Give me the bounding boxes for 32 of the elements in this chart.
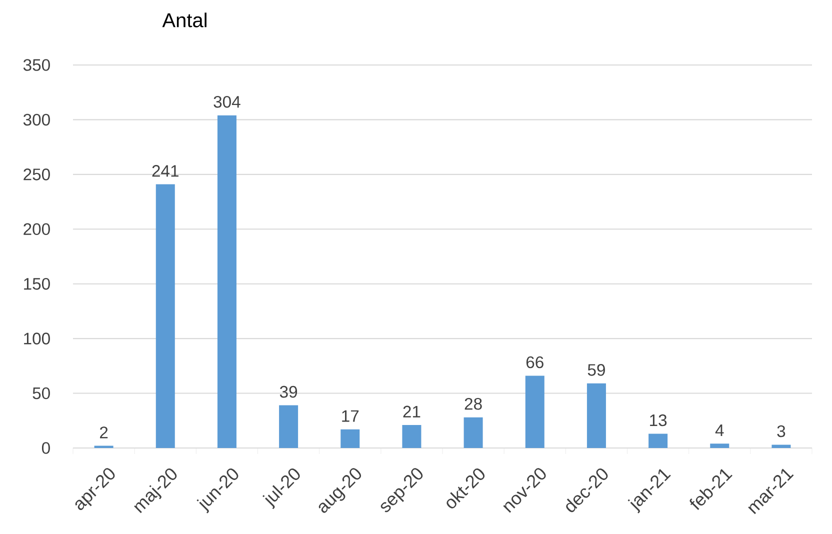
y-tick-label: 50 — [32, 387, 50, 400]
data-label: 66 — [526, 356, 544, 368]
y-tick-label: 250 — [24, 168, 50, 180]
bar — [772, 444, 791, 448]
y-tick-label: 100 — [24, 332, 50, 344]
chart-title: Antal — [162, 12, 206, 28]
y-tick-label: 350 — [23, 59, 50, 71]
bar — [402, 425, 422, 448]
data-label: 39 — [280, 386, 298, 398]
data-label: 59 — [588, 364, 605, 376]
data-label: 2 — [100, 426, 108, 438]
data-label: 241 — [152, 165, 178, 177]
data-label: 13 — [650, 414, 667, 426]
bar — [340, 429, 360, 448]
bar — [156, 184, 175, 448]
data-label: 21 — [403, 406, 420, 418]
bar — [710, 444, 730, 448]
data-label: 28 — [464, 398, 482, 410]
y-tick-label: 200 — [24, 223, 50, 236]
bar — [279, 405, 298, 448]
data-label: 4 — [715, 424, 724, 436]
data-label: 17 — [342, 410, 359, 422]
bar — [217, 115, 236, 448]
y-tick-label: 150 — [24, 278, 50, 290]
data-label: 3 — [777, 425, 786, 438]
y-tick-label: 0 — [42, 442, 50, 454]
data-label: 304 — [214, 96, 240, 108]
bar — [525, 376, 544, 448]
bar — [464, 417, 483, 448]
bar — [586, 383, 606, 448]
y-tick-label: 300 — [23, 114, 50, 126]
bar — [648, 434, 668, 448]
